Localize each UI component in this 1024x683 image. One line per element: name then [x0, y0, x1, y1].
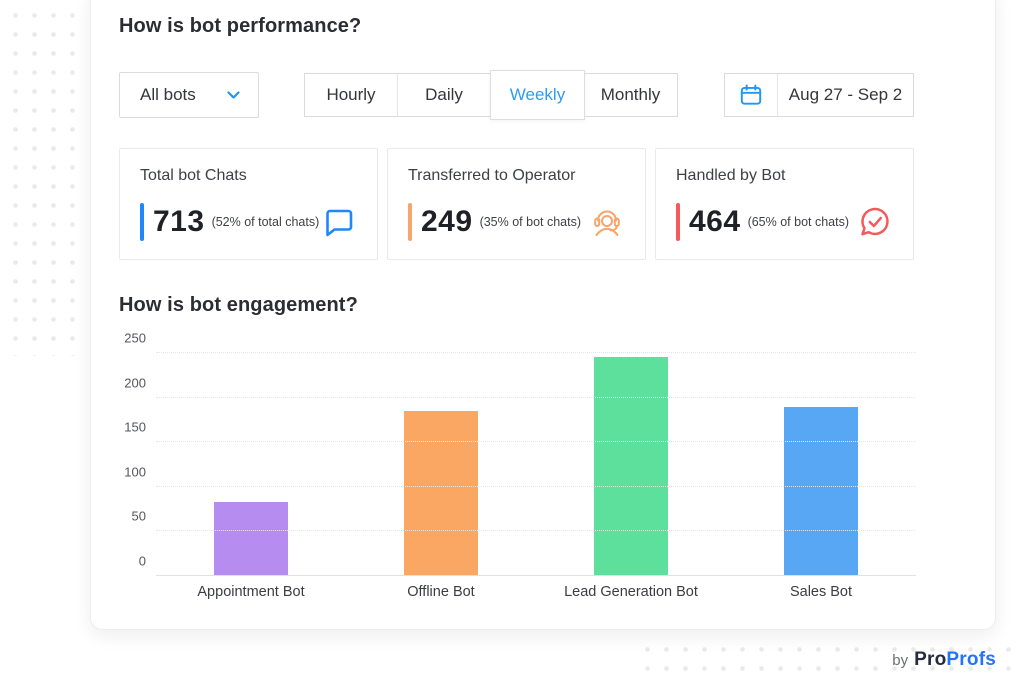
- stat-accent-bar: [676, 203, 680, 241]
- gridline: [156, 575, 916, 576]
- stat-value-row: 464 (65% of bot chats): [676, 201, 895, 243]
- bar-offline-bot: [404, 410, 478, 576]
- gridline: [156, 485, 916, 487]
- stat-card-handled-by-bot: Handled by Bot 464 (65% of bot chats): [655, 148, 914, 260]
- tab-monthly[interactable]: Monthly: [584, 74, 677, 116]
- y-axis-tick-label: 250: [124, 330, 146, 346]
- stat-value: 249: [421, 205, 473, 238]
- category-label: Offline Bot: [407, 584, 475, 600]
- date-range-picker[interactable]: Aug 27 - Sep 2: [724, 73, 914, 117]
- dot-pattern-left: [0, 0, 86, 356]
- stat-note: (65% of bot chats): [747, 215, 850, 229]
- stat-card-transferred-to-operator: Transferred to Operator 249 (35% of bot …: [387, 148, 646, 260]
- y-axis-tick-label: 200: [124, 375, 146, 391]
- bar-appointment-bot: [214, 501, 288, 576]
- category-label: Lead Generation Bot: [564, 584, 698, 600]
- tab-hourly[interactable]: Hourly: [305, 74, 398, 116]
- chat-bubble-icon: [321, 204, 357, 240]
- bar-lead-generation-bot: [594, 357, 668, 576]
- tab-weekly[interactable]: Weekly: [490, 70, 585, 120]
- bar-sales-bot: [784, 406, 858, 576]
- logo-by-text: by: [892, 652, 909, 669]
- stat-accent-bar: [408, 203, 412, 241]
- calendar-icon[interactable]: [725, 74, 778, 116]
- operator-headset-icon: [589, 204, 625, 240]
- y-axis-tick-label: 150: [124, 419, 146, 435]
- performance-title: How is bot performance?: [119, 15, 362, 37]
- stat-value-row: 249 (35% of bot chats): [408, 201, 627, 243]
- stat-value: 464: [689, 205, 741, 238]
- stat-note: (35% of bot chats): [479, 215, 582, 229]
- chart-category-labels: Appointment Bot Offline Bot Lead Generat…: [156, 584, 916, 600]
- chat-check-icon: [857, 204, 893, 240]
- chart-bars: [156, 353, 916, 576]
- logo-wordmark: ProProfs: [914, 649, 996, 670]
- stat-value: 713: [153, 205, 205, 238]
- stat-note: (52% of total chats): [211, 215, 320, 229]
- category-label: Sales Bot: [789, 584, 853, 600]
- category-label: Appointment Bot: [197, 584, 305, 600]
- stat-value-row: 713 (52% of total chats): [140, 201, 359, 243]
- gridline: [156, 352, 916, 353]
- engagement-title: How is bot engagement?: [119, 294, 358, 316]
- tab-daily[interactable]: Daily: [398, 74, 491, 116]
- date-range-value: Aug 27 - Sep 2: [788, 85, 903, 104]
- stat-label: Handled by Bot: [676, 167, 786, 184]
- bot-filter-dropdown[interactable]: All bots: [119, 72, 259, 118]
- stats-row: Total bot Chats 713 (52% of total chats)…: [119, 148, 914, 260]
- dot-pattern-bottom-right: [632, 634, 1024, 683]
- stat-card-total-bot-chats: Total bot Chats 713 (52% of total chats): [119, 148, 378, 260]
- bot-filter-value: All bots: [140, 85, 196, 104]
- proprofs-logo: by ProProfs: [892, 649, 996, 671]
- stat-label: Total bot Chats: [140, 167, 247, 184]
- gridline: [156, 530, 916, 532]
- dashboard-card: How is bot performance? All bots Hourly …: [90, 0, 996, 630]
- chart-plot-area: 0 50 100 150 200 250: [124, 331, 916, 576]
- gridline: [156, 441, 916, 443]
- stat-label: Transferred to Operator: [408, 167, 576, 184]
- period-tabs: Hourly Daily Weekly Monthly: [304, 70, 678, 120]
- gridline: [156, 396, 916, 398]
- y-axis-tick-label: 50: [131, 508, 146, 524]
- chevron-down-icon: [227, 91, 240, 99]
- stat-accent-bar: [140, 203, 144, 241]
- y-axis-tick-label: 100: [124, 464, 146, 480]
- y-axis-tick-label: 0: [138, 553, 146, 569]
